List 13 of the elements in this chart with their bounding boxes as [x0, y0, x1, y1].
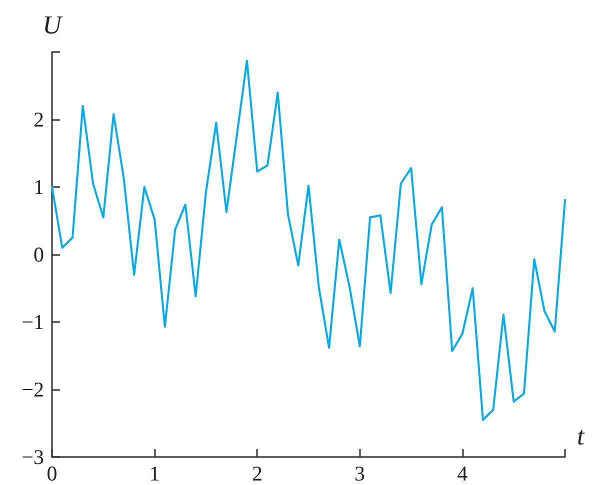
- x-tick-label: 1: [149, 462, 160, 485]
- line-series: [51, 60, 566, 421]
- x-axis-title: t: [577, 422, 585, 450]
- y-tick-label: −2: [22, 378, 44, 402]
- y-tick-label: 2: [34, 108, 44, 132]
- y-axis-title: U: [42, 10, 64, 40]
- x-tick-label: 3: [354, 462, 366, 485]
- y-tick-label: 0: [34, 242, 44, 266]
- x-tick-label: 2: [252, 462, 262, 485]
- x-tick-label: 4: [457, 462, 468, 485]
- y-tick-label: −3: [22, 445, 44, 469]
- y-tick-label: 1: [34, 175, 44, 199]
- y-tick-label: −1: [22, 310, 44, 334]
